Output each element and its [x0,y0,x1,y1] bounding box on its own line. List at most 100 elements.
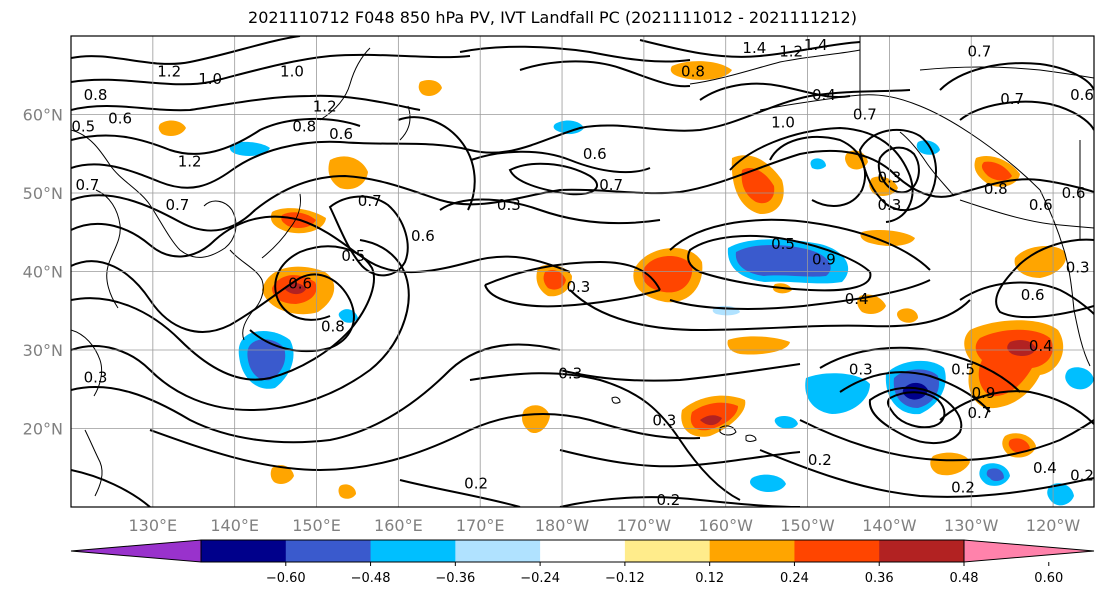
contour-label: 0.8 [321,317,345,335]
longitude-labels: 130°E 140°E 150°E 160°E 170°E 180°W 170°W 160°W… [129,516,1081,535]
contour-label: 0.3 [877,196,901,214]
colorbar-tick-label: 0.12 [695,571,724,586]
colorbar-outline [200,539,965,563]
contour-label: 0.5 [951,361,975,379]
contour-label: 0.3 [877,168,901,186]
contour-label: 0.2 [951,478,975,496]
colorbar-extend-low [70,539,202,563]
colorbar-swatch [455,540,541,562]
colorbar-tick-label: −0.24 [520,571,560,586]
longitude-label: 160°W [699,516,754,535]
contour-label: 0.5 [341,247,365,265]
colorbar-tick-label: −0.12 [605,571,645,586]
contour-label: 1.0 [771,113,795,131]
longitude-label: 130°E [129,516,178,535]
longitude-label: 170°E [456,516,505,535]
latitude-label: 50°N [23,184,63,203]
contour-label: 0.2 [1070,467,1094,485]
contour-label: 0.2 [657,491,681,509]
pv-contour-lines [71,36,1094,507]
contour-label: 0.6 [583,145,607,163]
colorbar-extend-high [963,539,1095,563]
contour-label: 1.2 [157,62,181,80]
colorbar: −0.60 −0.48 −0.36 −0.24 −0.12 0.12 0.24 0.36 0.4… [70,539,1095,586]
contour-label: 0.6 [329,125,353,143]
contour-label: 1.0 [280,62,304,80]
map-panel: 1.2 1.0 1.00.80.60.51.20.8 0.61.20.70.70.70… [70,35,1095,509]
longitude-label: 140°W [862,516,917,535]
longitude-label: 150°W [780,516,835,535]
colorbar-swatch [285,540,372,562]
contour-label: 0.3 [84,368,108,386]
contour-label: 0.7 [967,404,991,422]
contour-label: 0.3 [558,365,582,383]
latitude-labels: 60°N 50°N 40°N 30°N 20°N [23,106,63,439]
latitude-label: 40°N [23,263,63,282]
colorbar-swatch [540,540,626,562]
contour-label: 0.5 [71,117,95,135]
contour-label: 1.4 [804,36,828,54]
latitude-label: 60°N [23,106,63,125]
colorbar-tick-label: 0.36 [865,571,894,586]
contour-label: 0.8 [681,62,705,80]
contour-label: 0.4 [845,290,869,308]
contour-label: 0.3 [652,412,676,430]
colorbar-swatch [879,540,965,562]
colorbar-tick-label: 0.24 [780,571,809,586]
map-title: 2021110712 F048 850 hPa PV, IVT Landfall… [248,8,857,27]
contour-label: 0.4 [812,86,836,104]
longitude-label: 130°W [944,516,999,535]
colorbar-tick-label: −0.36 [435,571,475,586]
contour-label-layer: 1.2 1.0 1.00.80.60.51.20.8 0.61.20.70.70.70… [71,36,1094,509]
contour-label: 0.8 [84,86,108,104]
colorbar-tick-label: 0.60 [1034,571,1063,586]
latitude-label: 30°N [23,341,63,360]
contour-label: 0.6 [1070,86,1094,104]
graticule [71,36,1094,507]
contour-label: 1.2 [779,43,803,61]
contour-label: 1.0 [198,70,222,88]
coastlines [71,36,1094,497]
colorbar-tick-label: −0.48 [351,571,391,586]
contour-label: 0.7 [358,192,382,210]
contour-label: 0.8 [292,117,316,135]
contour-label: 0.7 [967,43,991,61]
map-frame [70,35,1095,508]
colorbar-swatch [794,540,880,562]
contour-label: 0.6 [1021,286,1045,304]
longitude-label: 170°W [617,516,672,535]
contour-label: 0.6 [411,227,435,245]
contour-label: 0.6 [1029,196,1053,214]
contour-label: 0.8 [984,180,1008,198]
contour-label: 0.2 [808,451,832,469]
longitude-label: 160°E [374,516,423,535]
colorbar-swatch [370,540,456,562]
anomaly-shading-blue [229,120,1094,506]
contour-label: 0.9 [972,384,996,402]
contour-label: 1.4 [742,39,766,57]
contour-label: 0.3 [497,196,521,214]
colorbar-swatch [624,540,711,562]
contour-label: 0.7 [165,196,189,214]
contour-label: 1.2 [313,98,337,116]
contour-label: 1.2 [178,153,202,171]
longitude-label: 120°W [1026,516,1081,535]
contour-label: 0.2 [464,474,488,492]
contour-label: 0.4 [1033,459,1057,477]
longitude-label: 180°W [535,516,590,535]
contour-label: 0.3 [566,278,590,296]
contour-label: 0.7 [599,176,623,194]
longitude-label: 140°E [210,516,259,535]
contour-label: 0.3 [849,361,873,379]
contour-label: 0.9 [812,251,836,269]
colorbar-tick-label: 0.48 [950,571,979,586]
contour-label: 0.6 [288,274,312,292]
contour-label: 0.6 [108,109,132,127]
longitude-label: 150°E [292,516,341,535]
colorbar-tick-label: −0.60 [266,571,306,586]
colorbar-swatch [709,540,795,562]
contour-label: 0.7 [1000,90,1024,108]
contour-label: 0.4 [1029,337,1053,355]
latitude-label: 20°N [23,420,63,439]
